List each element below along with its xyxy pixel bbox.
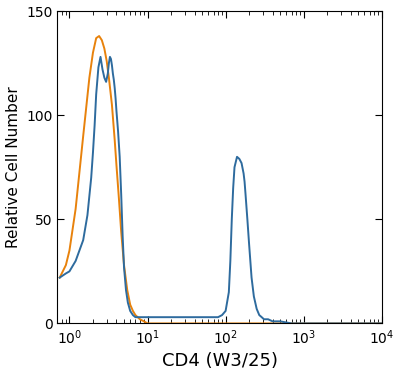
Y-axis label: Relative Cell Number: Relative Cell Number <box>6 86 20 248</box>
X-axis label: CD4 (W3/25): CD4 (W3/25) <box>162 352 278 370</box>
